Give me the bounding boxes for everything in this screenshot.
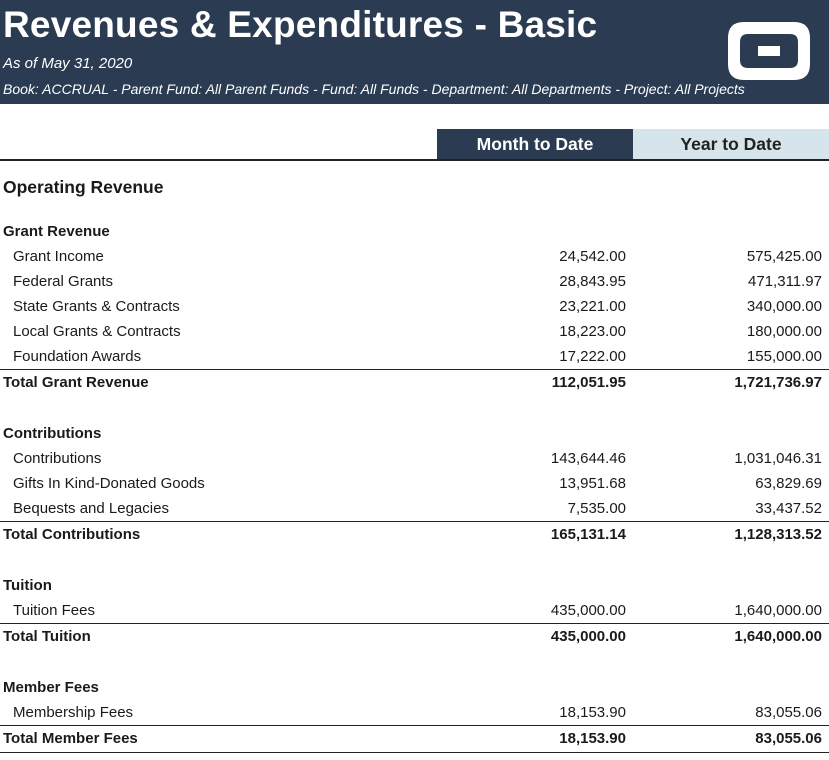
total-label: Total Contributions xyxy=(3,526,141,543)
table-row: Local Grants & Contracts 18,223.00 180,000… xyxy=(0,319,829,344)
ytd-value: 575,425.00 xyxy=(746,248,822,265)
total-label: Total Grant Revenue xyxy=(3,374,149,391)
category-name: Tuition xyxy=(3,577,52,594)
table-row: Foundation Awards 17,222.00 155,000.00 xyxy=(0,344,829,369)
total-row: Total Grant Revenue 112,051.95 1,721,736.9… xyxy=(0,369,829,396)
table-row: Federal Grants 28,843.95 471,311.97 xyxy=(0,269,829,294)
row-label: Contributions xyxy=(13,450,102,467)
table-row: Contributions 143,644.46 1,031,046.31 xyxy=(0,446,829,471)
ytd-value: 33,437.52 xyxy=(755,500,822,517)
total-row: Total Tuition 435,000.00 1,640,000.00 xyxy=(0,623,829,650)
mtd-total: 112,051.95 xyxy=(551,374,626,391)
ytd-value: 180,000.00 xyxy=(746,323,822,340)
table-row: State Grants & Contracts 23,221.00 340,000… xyxy=(0,294,829,319)
header-divider xyxy=(0,159,829,161)
table-row: Grant Income 24,542.00 575,425.00 xyxy=(0,244,829,269)
spacer xyxy=(0,650,829,675)
section-title: Operating Revenue xyxy=(3,177,164,197)
ytd-value: 155,000.00 xyxy=(746,348,822,365)
table-row: Bequests and Legacies 7,535.00 33,437.52 xyxy=(0,496,829,521)
category-heading: Grant Revenue xyxy=(0,219,829,244)
mtd-total: 165,131.14 xyxy=(550,526,626,543)
table-row: Gifts In Kind-Donated Goods 13,951.68 63,8… xyxy=(0,471,829,496)
report-title: Revenues & Expenditures - Basic xyxy=(3,4,598,45)
mtd-value: 7,535.00 xyxy=(567,500,626,517)
row-label: Membership Fees xyxy=(13,704,134,721)
table-row: Tuition Fees 435,000.00 1,640,000.00 xyxy=(0,598,829,623)
category-heading: Contributions xyxy=(0,421,829,446)
mtd-value: 143,644.46 xyxy=(550,450,626,467)
mtd-total: 18,153.90 xyxy=(559,730,626,747)
ytd-value: 340,000.00 xyxy=(746,298,822,315)
ytd-value: 471,311.97 xyxy=(748,273,822,290)
ytd-value: 1,031,046.31 xyxy=(734,450,822,467)
mtd-value: 13,951.68 xyxy=(559,475,626,492)
category-heading: Tuition xyxy=(0,573,829,598)
spacer xyxy=(0,548,829,573)
mtd-total: 435,000.00 xyxy=(550,628,626,645)
row-label: Tuition Fees xyxy=(13,602,95,619)
ytd-value: 63,829.69 xyxy=(755,475,822,492)
mtd-value: 17,222.00 xyxy=(559,348,626,365)
report-date: As of May 31, 2020 xyxy=(3,55,133,72)
category-heading: Member Fees xyxy=(0,675,829,700)
total-label: Total Tuition xyxy=(3,628,91,645)
column-header-year-to-date: Year to Date xyxy=(633,129,829,159)
ytd-total: 1,721,736.97 xyxy=(734,374,822,391)
mtd-value: 24,542.00 xyxy=(559,248,626,265)
row-label: Foundation Awards xyxy=(13,348,142,365)
row-label: Federal Grants xyxy=(13,273,114,290)
mtd-value: 18,153.90 xyxy=(559,704,626,721)
column-header-month-to-date: Month to Date xyxy=(437,129,633,159)
report-table: Grant Revenue Grant Income 24,542.00 575,4… xyxy=(0,219,829,753)
ytd-value: 83,055.06 xyxy=(755,704,822,721)
mtd-value: 28,843.95 xyxy=(559,273,626,290)
ytd-total: 1,640,000.00 xyxy=(734,628,822,645)
mtd-value: 18,223.00 xyxy=(559,323,626,340)
row-label: State Grants & Contracts xyxy=(13,298,180,315)
category-name: Contributions xyxy=(3,425,102,442)
ytd-value: 1,640,000.00 xyxy=(734,602,822,619)
table-row: Membership Fees 18,153.90 83,055.06 xyxy=(0,700,829,725)
spacer xyxy=(0,396,829,421)
ytd-total: 1,128,313.52 xyxy=(734,526,822,543)
row-label: Grant Income xyxy=(13,248,104,265)
company-logo-icon xyxy=(728,22,810,80)
mtd-value: 23,221.00 xyxy=(559,298,626,315)
row-label: Gifts In Kind-Donated Goods xyxy=(13,475,205,492)
total-label: Total Member Fees xyxy=(3,730,138,747)
ytd-total: 83,055.06 xyxy=(755,730,822,747)
total-row: Total Member Fees 18,153.90 83,055.06 xyxy=(0,725,829,753)
mtd-value: 435,000.00 xyxy=(550,602,626,619)
total-row: Total Contributions 165,131.14 1,128,313.5… xyxy=(0,521,829,548)
row-label: Local Grants & Contracts xyxy=(13,323,181,340)
category-name: Grant Revenue xyxy=(3,223,110,240)
report-filters: Book: ACCRUAL - Parent Fund: All Parent … xyxy=(3,81,745,97)
category-name: Member Fees xyxy=(3,679,99,696)
report-header: Revenues & Expenditures - Basic As of Ma… xyxy=(0,0,829,104)
row-label: Bequests and Legacies xyxy=(13,500,169,517)
